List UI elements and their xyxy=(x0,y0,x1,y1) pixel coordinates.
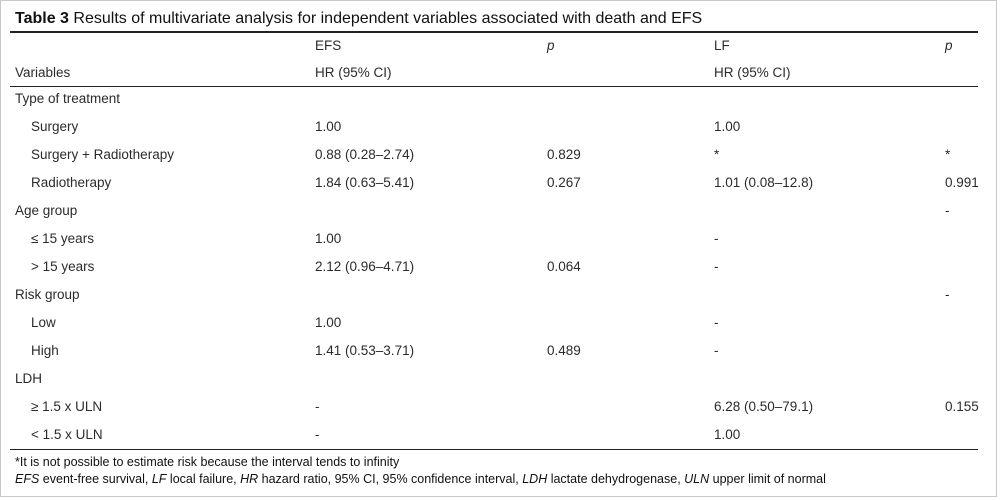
lf-cell: 6.28 (0.50–79.1) xyxy=(714,399,814,414)
top-rule xyxy=(10,31,978,33)
row-label: < 1.5 x ULN xyxy=(31,427,103,442)
header-variables: Variables xyxy=(15,65,71,80)
header-efs-hr: HR (95% CI) xyxy=(315,65,392,80)
footnote-asterisk: *It is not possible to estimate risk bec… xyxy=(15,455,400,469)
efs-cell: 0.88 (0.28–2.74) xyxy=(315,147,415,162)
efs-p-cell: 0.489 xyxy=(547,343,581,358)
def-hr: hazard ratio, 95% CI, 95% confidence int… xyxy=(258,472,523,486)
efs-cell: 1.00 xyxy=(315,315,342,330)
row-label: ≥ 1.5 x ULN xyxy=(31,399,103,414)
efs-cell: - xyxy=(315,399,320,414)
row-label: ≤ 15 years xyxy=(31,231,94,246)
row-label: Low xyxy=(31,315,56,330)
abbr-ldh: LDH xyxy=(522,472,548,486)
def-ldh: lactate dehydrogenase, xyxy=(547,472,685,486)
caption-text: Results of multivariate analysis for ind… xyxy=(73,10,703,27)
row-label: Age group xyxy=(15,203,78,218)
footnote-abbreviations: EFS event-free survival, LF local failur… xyxy=(15,472,826,486)
row-label: Radiotherapy xyxy=(31,175,112,190)
lf-p-cell: - xyxy=(945,203,950,218)
efs-cell: - xyxy=(315,427,320,442)
header-efs: EFS xyxy=(315,38,342,53)
lf-cell: 1.00 xyxy=(714,427,741,442)
efs-cell: 1.00 xyxy=(315,231,342,246)
efs-cell: 1.41 (0.53–3.71) xyxy=(315,343,415,358)
lf-p-cell: 0.155 xyxy=(945,399,979,414)
header-p2: p xyxy=(945,38,953,53)
lf-p-cell: - xyxy=(945,287,950,302)
table-caption: Table 3 Results of multivariate analysis… xyxy=(15,10,702,28)
abbr-lf: LF xyxy=(151,472,167,486)
row-label: > 15 years xyxy=(31,259,95,274)
def-lf: local failure, xyxy=(166,472,241,486)
header-p1: p xyxy=(547,38,555,53)
lf-cell: - xyxy=(714,343,719,358)
row-label: High xyxy=(31,343,59,358)
row-label: LDH xyxy=(15,371,43,386)
row-label: Surgery + Radiotherapy xyxy=(31,147,174,162)
efs-cell: 1.84 (0.63–5.41) xyxy=(315,175,415,190)
lf-p-cell: * xyxy=(945,147,951,162)
row-label: Type of treatment xyxy=(15,91,121,106)
lf-cell: 1.00 xyxy=(714,119,741,134)
bottom-rule xyxy=(10,449,978,450)
header-lf: LF xyxy=(714,38,730,53)
abbr-hr: HR xyxy=(240,472,259,486)
def-uln: upper limit of normal xyxy=(709,472,826,486)
lf-cell: - xyxy=(714,259,719,274)
efs-p-cell: 0.267 xyxy=(547,175,581,190)
row-label: Risk group xyxy=(15,287,80,302)
def-efs: event-free survival, xyxy=(39,472,152,486)
lf-p-cell: 0.991 xyxy=(945,175,979,190)
abbr-efs: EFS xyxy=(15,472,40,486)
lf-cell: * xyxy=(714,147,720,162)
efs-p-cell: 0.064 xyxy=(547,259,581,274)
efs-cell: 2.12 (0.96–4.71) xyxy=(315,259,415,274)
header-rule xyxy=(10,86,978,87)
header-lf-hr: HR (95% CI) xyxy=(714,65,791,80)
lf-cell: - xyxy=(714,315,719,330)
caption-label: Table 3 xyxy=(15,10,69,27)
lf-cell: - xyxy=(714,231,719,246)
row-label: Surgery xyxy=(31,119,79,134)
abbr-uln: ULN xyxy=(684,472,710,486)
lf-cell: 1.01 (0.08–12.8) xyxy=(714,175,814,190)
efs-cell: 1.00 xyxy=(315,119,342,134)
efs-p-cell: 0.829 xyxy=(547,147,581,162)
